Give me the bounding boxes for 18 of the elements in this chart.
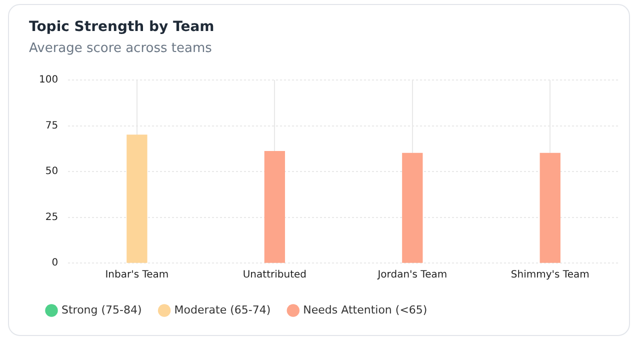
chart-title: Topic Strength by Team <box>29 19 216 35</box>
chart-subtitle: Average score across teams <box>29 41 213 56</box>
y-tick-label: 100 <box>38 74 58 86</box>
legend-label: Strong (75-84) <box>62 303 142 316</box>
y-tick-label: 25 <box>45 212 58 223</box>
bar <box>540 152 560 263</box>
legend-label: Moderate (65-74) <box>174 303 271 316</box>
x-tick-label: Jordan's Team <box>376 270 448 281</box>
legend-label: Needs Attention (<65) <box>303 303 428 316</box>
bar <box>126 134 148 263</box>
x-tick-label: Shimmy's Team <box>510 270 590 281</box>
y-tick-label: 75 <box>45 120 58 132</box>
x-tick-label: Unattributed <box>242 270 306 281</box>
y-tick-label: 50 <box>45 166 58 178</box>
y-tick-label: 0 <box>52 258 58 269</box>
x-tick-label: Inbar's Team <box>105 270 169 281</box>
bar <box>264 151 286 263</box>
bar <box>402 152 423 263</box>
